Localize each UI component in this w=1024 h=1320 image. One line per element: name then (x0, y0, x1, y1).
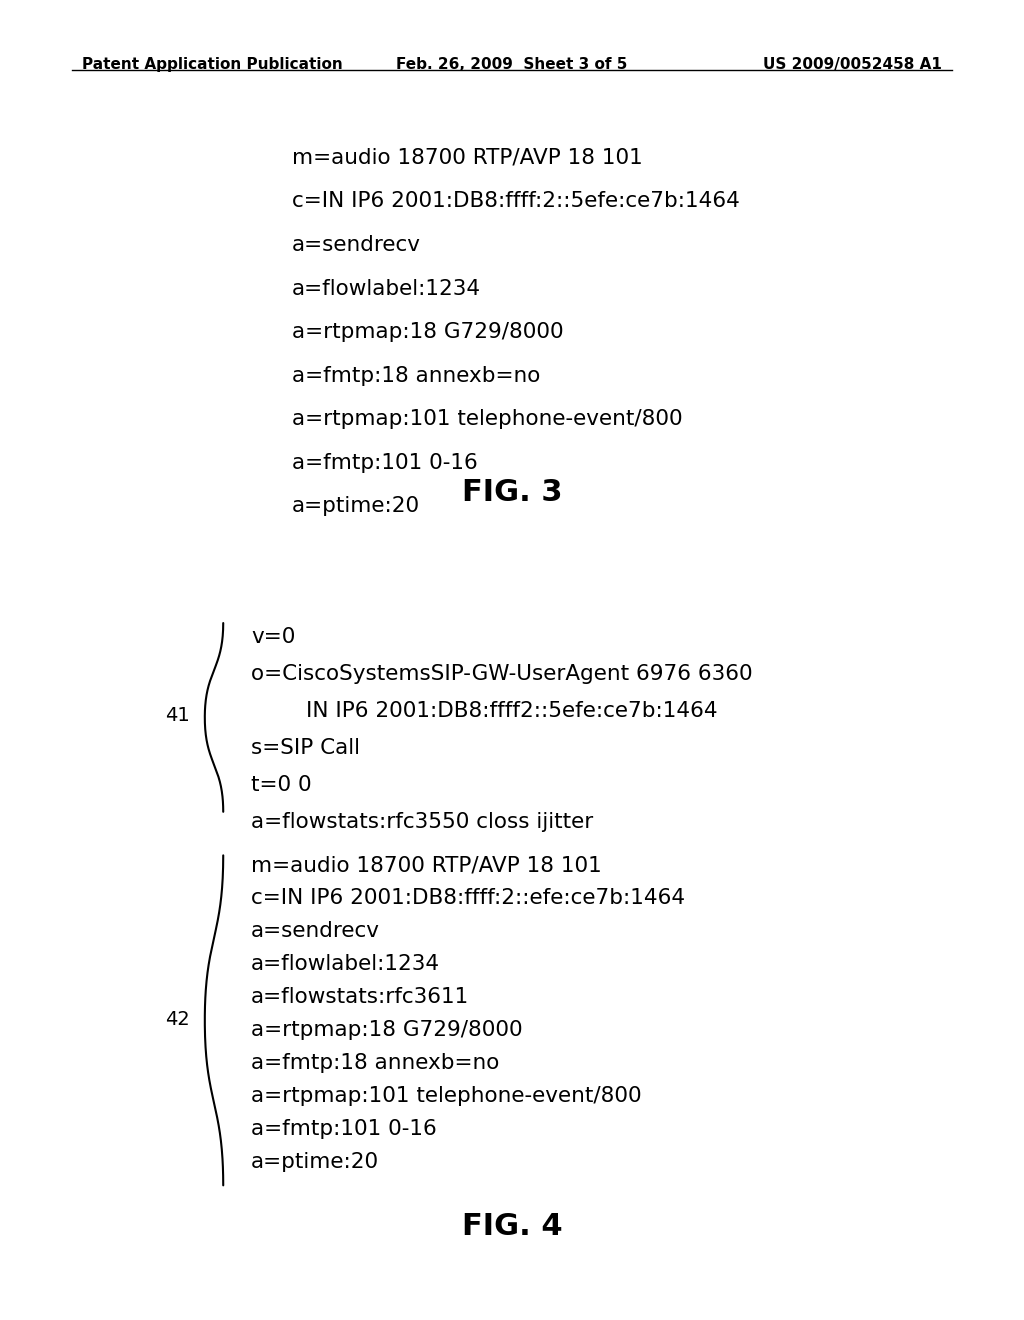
Text: 41: 41 (165, 706, 189, 725)
Text: a=flowlabel:1234: a=flowlabel:1234 (292, 279, 481, 298)
Text: FIG. 3: FIG. 3 (462, 478, 562, 507)
Text: a=fmtp:101 0-16: a=fmtp:101 0-16 (292, 453, 477, 473)
Text: a=flowlabel:1234: a=flowlabel:1234 (251, 954, 440, 974)
Text: a=ptime:20: a=ptime:20 (292, 496, 420, 516)
Text: 42: 42 (165, 1010, 189, 1028)
Text: a=fmtp:18 annexb=no: a=fmtp:18 annexb=no (251, 1053, 500, 1073)
Text: a=rtpmap:101 telephone-event/800: a=rtpmap:101 telephone-event/800 (292, 409, 682, 429)
Text: v=0: v=0 (251, 627, 295, 647)
Text: a=rtpmap:18 G729/8000: a=rtpmap:18 G729/8000 (292, 322, 563, 342)
Text: FIG. 4: FIG. 4 (462, 1212, 562, 1241)
Text: a=fmtp:101 0-16: a=fmtp:101 0-16 (251, 1119, 436, 1139)
Text: a=sendrecv: a=sendrecv (251, 921, 380, 941)
Text: Feb. 26, 2009  Sheet 3 of 5: Feb. 26, 2009 Sheet 3 of 5 (396, 57, 628, 71)
Text: a=rtpmap:18 G729/8000: a=rtpmap:18 G729/8000 (251, 1020, 522, 1040)
Text: s=SIP Call: s=SIP Call (251, 738, 359, 758)
Text: m=audio 18700 RTP/AVP 18 101: m=audio 18700 RTP/AVP 18 101 (251, 855, 602, 875)
Text: m=audio 18700 RTP/AVP 18 101: m=audio 18700 RTP/AVP 18 101 (292, 148, 643, 168)
Text: a=flowstats:rfc3611: a=flowstats:rfc3611 (251, 987, 469, 1007)
Text: a=sendrecv: a=sendrecv (292, 235, 421, 255)
Text: a=ptime:20: a=ptime:20 (251, 1152, 379, 1172)
Text: c=IN IP6 2001:DB8:ffff:2::5efe:ce7b:1464: c=IN IP6 2001:DB8:ffff:2::5efe:ce7b:1464 (292, 191, 739, 211)
Text: c=IN IP6 2001:DB8:ffff:2::efe:ce7b:1464: c=IN IP6 2001:DB8:ffff:2::efe:ce7b:1464 (251, 888, 685, 908)
Text: IN IP6 2001:DB8:ffff2::5efe:ce7b:1464: IN IP6 2001:DB8:ffff2::5efe:ce7b:1464 (251, 701, 718, 721)
Text: a=fmtp:18 annexb=no: a=fmtp:18 annexb=no (292, 366, 541, 385)
Text: Patent Application Publication: Patent Application Publication (82, 57, 343, 71)
Text: a=flowstats:rfc3550 closs ijitter: a=flowstats:rfc3550 closs ijitter (251, 812, 593, 832)
Text: t=0 0: t=0 0 (251, 775, 311, 795)
Text: a=rtpmap:101 telephone-event/800: a=rtpmap:101 telephone-event/800 (251, 1086, 641, 1106)
Text: US 2009/0052458 A1: US 2009/0052458 A1 (763, 57, 942, 71)
Text: o=CiscoSystemsSIP-GW-UserAgent 6976 6360: o=CiscoSystemsSIP-GW-UserAgent 6976 6360 (251, 664, 753, 684)
